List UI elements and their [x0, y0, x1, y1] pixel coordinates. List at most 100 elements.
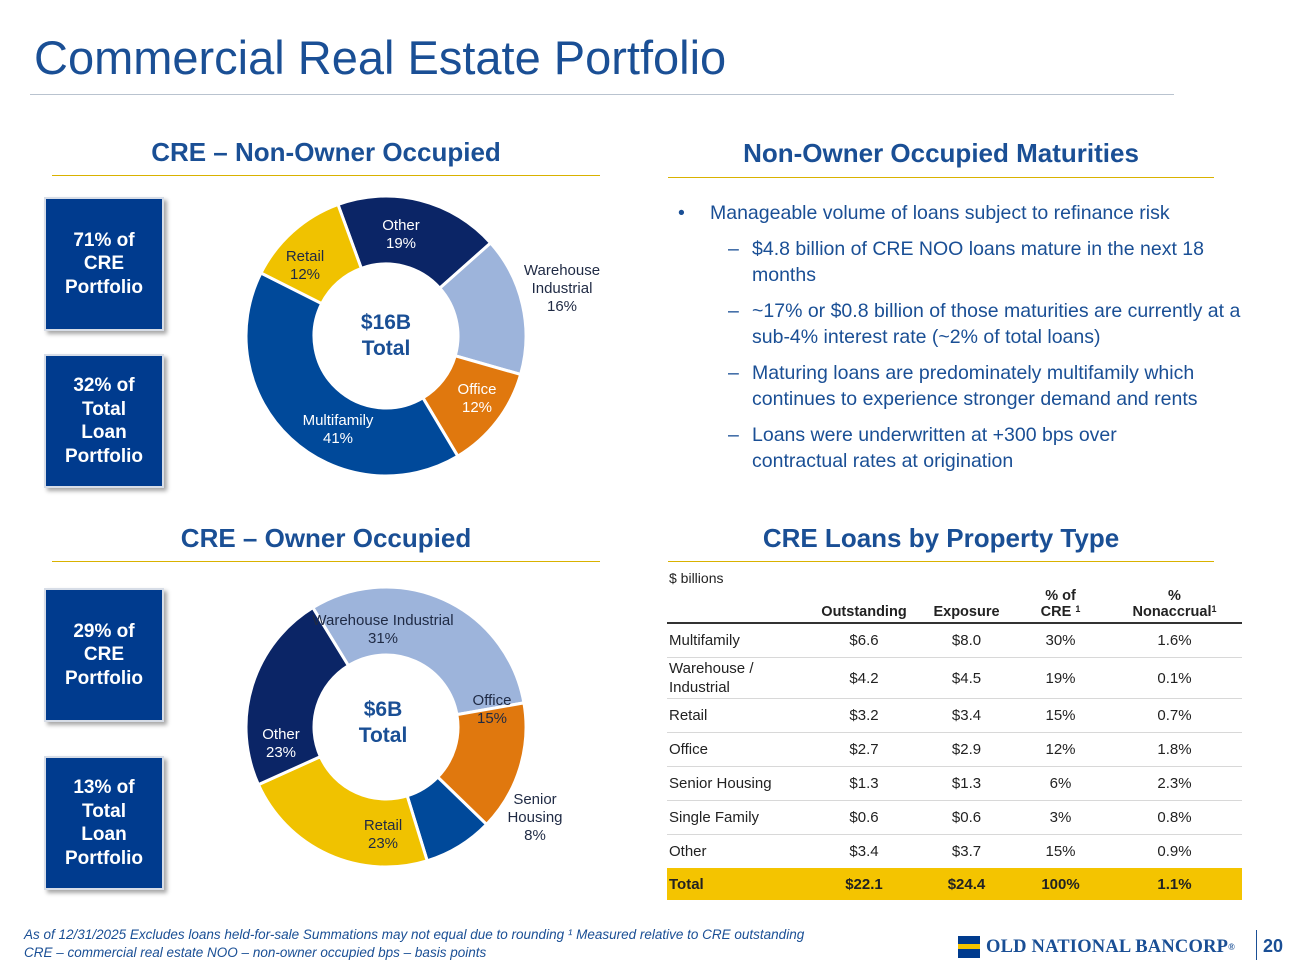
row-outstanding: $3.4 [809, 834, 919, 868]
row-outstanding: $3.2 [809, 698, 919, 733]
oo-label-other-name: Other [262, 726, 300, 743]
row-outstanding: $2.7 [809, 732, 919, 767]
page-number-divider [1256, 930, 1257, 960]
table-row: Office $2.7 $2.9 12% 1.8% [667, 732, 1242, 767]
table-header-row: Outstanding Exposure % of CRE 1 % Nonacc… [667, 568, 1242, 624]
row-nonaccrual: 0.1% [1107, 657, 1242, 699]
oo-label-senior-line1: Senior [513, 791, 557, 808]
oo-cre-share-box: 29% of CRE Portfolio [44, 588, 164, 722]
row-nonaccrual: 1.6% [1107, 622, 1242, 658]
noo-label-office: Office 12% [442, 381, 512, 417]
noo-heading: CRE – Non-Owner Occupied [151, 137, 501, 167]
bullet-sub-2: ~17% or $0.8 billion of those maturities… [678, 298, 1262, 350]
bullet-sub-1: $4.8 billion of CRE NOO loans mature in … [678, 236, 1232, 288]
oo-slice-warehouse-industrial [310, 585, 526, 717]
col-header-nonaccrual: % Nonaccrual1 [1107, 568, 1242, 624]
noo-label-multifamily: Multifamily 41% [293, 412, 383, 448]
row-type: Multifamily [667, 622, 809, 658]
row-type: Retail [667, 698, 809, 733]
table-units: $ billions [669, 570, 724, 586]
table-row: Single Family $0.6 $0.6 3% 0.8% [667, 800, 1242, 835]
row-type: Single Family [667, 800, 809, 835]
row-pct-cre: 3% [1014, 800, 1107, 835]
noo-label-warehouse-line1: Warehouse [523, 262, 601, 279]
bullet-sub-4: Loans were underwritten at +300 bps over… [678, 422, 1192, 474]
noo-loan-share-line3: Loan [81, 422, 127, 443]
row-exposure: $4.5 [919, 657, 1014, 699]
row-exposure: $1.3 [919, 766, 1014, 801]
row-outstanding: $6.6 [809, 622, 919, 658]
total-pct-cre: 100% [1014, 868, 1107, 900]
noo-slice-retail [258, 202, 364, 306]
noo-label-office-pct: 12% [461, 399, 493, 416]
oo-label-other: Other 23% [246, 726, 316, 762]
noo-label-retail: Retail 12% [270, 248, 340, 284]
maturities-heading: Non-Owner Occupied Maturities [743, 138, 1139, 168]
noo-label-multifamily-pct: 41% [322, 430, 354, 447]
row-outstanding: $0.6 [809, 800, 919, 835]
row-nonaccrual: 0.8% [1107, 800, 1242, 835]
page-number: 20 [1263, 936, 1284, 956]
oo-loan-share-box: 13% of Total Loan Portfolio [44, 756, 164, 890]
footnote-marker: 1 [1211, 604, 1217, 614]
col-header-type [667, 568, 809, 624]
oo-heading: CRE – Owner Occupied [180, 523, 472, 553]
noo-label-other-pct: 19% [385, 235, 417, 252]
oo-label-retail-name: Retail [363, 817, 403, 834]
noo-loan-share-line1: 32% of [73, 375, 135, 396]
row-pct-cre: 15% [1014, 698, 1107, 733]
col-header-pct-cre-line2: CRE [1040, 604, 1072, 620]
row-exposure: $8.0 [919, 622, 1014, 658]
oo-label-senior-line2: Housing [507, 809, 563, 826]
oo-loan-share-line1: 13% of [73, 777, 135, 798]
oo-loan-share-line4: Portfolio [64, 847, 144, 869]
oo-total-value: $6B [363, 698, 403, 721]
row-exposure: $3.4 [919, 698, 1014, 733]
total-exposure: $24.4 [919, 868, 1014, 900]
noo-label-warehouse-line2: Industrial [531, 280, 593, 297]
row-type-line2: Industrial [669, 679, 730, 696]
logo-registered-mark: ® [1228, 942, 1236, 952]
oo-label-retail-pct: 23% [367, 835, 399, 852]
row-pct-cre: 12% [1014, 732, 1107, 767]
noo-cre-share-line1: 71% of [73, 229, 135, 251]
row-pct-cre: 19% [1014, 657, 1107, 699]
noo-total-value: $16B [360, 311, 412, 334]
noo-loan-share-line2: Total [82, 398, 126, 420]
row-type: Warehouse / Industrial [667, 657, 809, 699]
row-pct-cre: 15% [1014, 834, 1107, 868]
row-type: Other [667, 834, 809, 868]
col-header-pct-cre-line1: % of [1045, 588, 1076, 604]
row-pct-cre: 30% [1014, 622, 1107, 658]
row-outstanding: $4.2 [809, 657, 919, 699]
oo-label-warehouse: Warehouse Industrial 31% [298, 612, 468, 648]
col-header-outstanding: Outstanding [809, 568, 919, 624]
row-type: Office [667, 732, 809, 767]
oo-label-senior-housing: Senior Housing 8% [500, 791, 570, 845]
title-divider [30, 94, 1174, 95]
oo-loan-share-line2: Total [82, 800, 126, 822]
footnote-line1: As of 12/31/2025 Excludes loans held-for… [24, 927, 805, 942]
noo-label-retail-name: Retail [285, 248, 325, 265]
oo-cre-share-line2: CRE [83, 644, 125, 666]
noo-slice-multifamily [244, 270, 460, 478]
table-heading-rule [668, 561, 1214, 562]
col-header-nonaccrual-line1: % [1168, 588, 1181, 604]
row-nonaccrual: 0.9% [1107, 834, 1242, 868]
oo-label-other-pct: 23% [265, 744, 297, 761]
row-pct-cre: 6% [1014, 766, 1107, 801]
oo-label-senior-pct: 8% [524, 827, 546, 844]
oo-donut-center: $6B Total [333, 697, 433, 749]
col-header-pct-cre: % of CRE 1 [1014, 568, 1107, 624]
table-row: Multifamily $6.6 $8.0 30% 1.6% [667, 622, 1242, 658]
cre-loans-table: Outstanding Exposure % of CRE 1 % Nonacc… [667, 568, 1242, 900]
bullet-sub-3: Maturing loans are predominately multifa… [678, 360, 1262, 412]
row-nonaccrual: 1.8% [1107, 732, 1242, 767]
noo-cre-share-line3: Portfolio [64, 276, 144, 298]
footnote-marker: 1 [1075, 604, 1081, 614]
company-logo: OLD NATIONAL BANCORP ® [958, 936, 1235, 958]
oo-label-warehouse-pct: 31% [367, 630, 399, 647]
noo-heading-rule [52, 175, 600, 176]
noo-label-retail-pct: 12% [289, 266, 321, 283]
row-nonaccrual: 0.7% [1107, 698, 1242, 733]
